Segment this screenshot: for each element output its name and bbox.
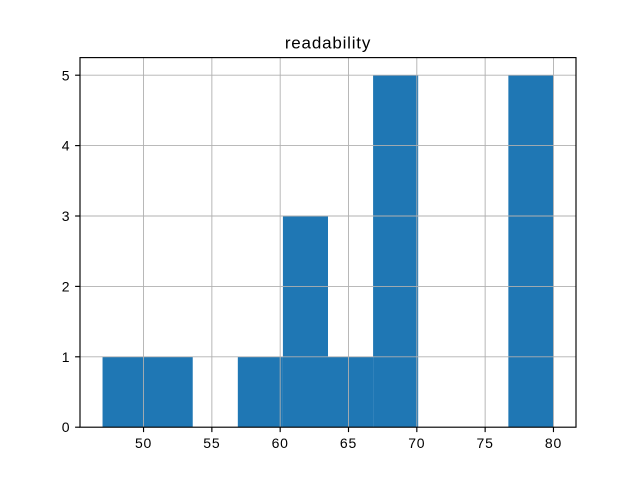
svg-text:70: 70 — [408, 435, 425, 451]
svg-text:55: 55 — [203, 435, 220, 451]
svg-text:80: 80 — [545, 435, 562, 451]
svg-text:75: 75 — [477, 435, 494, 451]
svg-text:2: 2 — [62, 278, 71, 294]
svg-text:4: 4 — [62, 138, 71, 154]
svg-text:0: 0 — [62, 419, 71, 435]
svg-text:readability: readability — [285, 34, 371, 53]
svg-text:50: 50 — [135, 435, 152, 451]
svg-text:1: 1 — [62, 349, 71, 365]
svg-text:5: 5 — [62, 67, 71, 83]
svg-text:3: 3 — [62, 208, 71, 224]
svg-text:60: 60 — [272, 435, 289, 451]
svg-text:65: 65 — [340, 435, 357, 451]
